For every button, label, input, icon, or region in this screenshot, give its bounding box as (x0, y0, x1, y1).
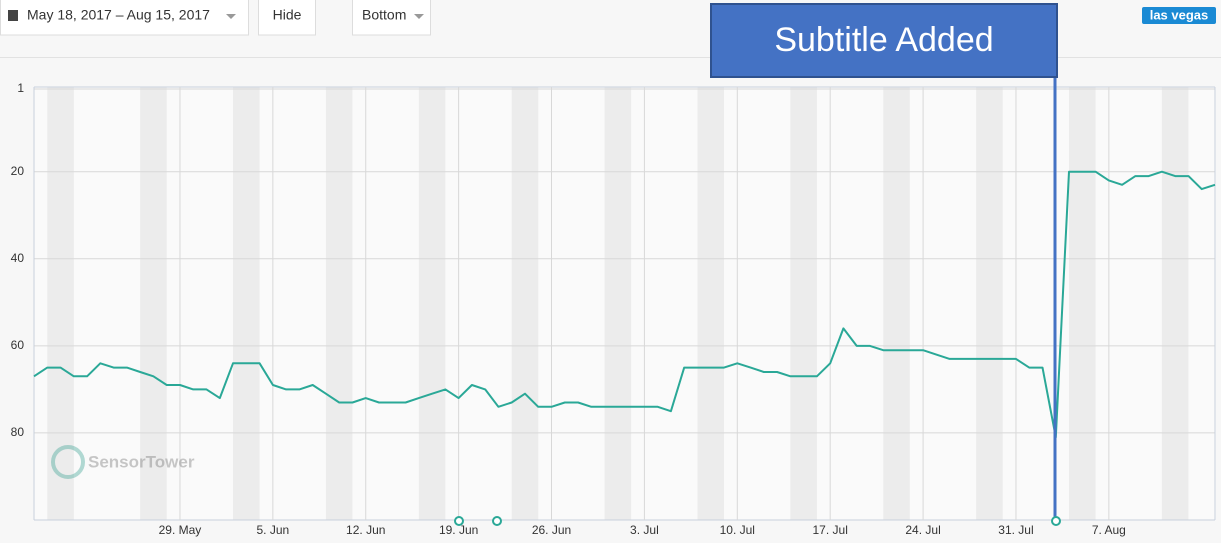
weekend-band (418, 87, 446, 520)
tag-label[interactable]: las vegas (1150, 7, 1209, 22)
caret (226, 14, 236, 19)
annotation: Subtitle Added (710, 3, 1058, 520)
tag-box[interactable] (1142, 7, 1216, 24)
annotation-box (710, 3, 1058, 78)
weekend-band (47, 87, 74, 520)
x-tick-label: 31. Jul (998, 523, 1033, 537)
x-tick-label: 12. Jun (346, 523, 385, 537)
weekend-band (140, 87, 167, 520)
weekend-band (325, 87, 353, 520)
hide-label[interactable]: Hide (273, 7, 302, 23)
x-tick-label: 29. May (159, 523, 202, 537)
weekend-band (976, 87, 1003, 520)
weekend-band (1161, 87, 1189, 520)
y-tick-label: 40 (11, 251, 25, 265)
y-tick-label: 80 (11, 425, 25, 439)
position-select[interactable]: Bottom (352, 0, 431, 36)
grid: 1 20 40 60 80 29. May 5. Jun 12. Jun 19. Jun 26. … (11, 81, 1216, 537)
x-tick-label: 19. Jun (439, 523, 478, 537)
y-tick-label: 1 (17, 81, 24, 95)
position-label[interactable]: Bottom (362, 7, 406, 23)
weekend-band (883, 87, 910, 520)
caret (414, 14, 424, 19)
date-picker-box[interactable] (0, 0, 249, 36)
x-tick-label: 26. Jun (532, 523, 571, 537)
series-line (33, 170, 1216, 439)
hide-button-box[interactable] (258, 0, 316, 36)
x-tick-label: 17. Jul (813, 523, 848, 537)
x-tick-label: 3. Jul (630, 523, 659, 537)
watermark-text: SensorTower (88, 452, 195, 471)
weekend-band (697, 87, 725, 520)
watermark: SensorTower (51, 445, 195, 479)
x-tick-label: 5. Jun (257, 523, 290, 537)
date-picker[interactable]: May 18, 2017 – Aug 15, 2017 (0, 0, 249, 36)
event-marker[interactable] (492, 516, 502, 526)
calendar-icon (8, 10, 18, 21)
tag[interactable]: las vegas (1142, 7, 1216, 24)
y-tick-label: 60 (11, 338, 25, 352)
weekend-bands (47, 87, 1189, 520)
annotation-text: Subtitle Added (774, 21, 993, 59)
plot (33, 170, 1216, 439)
weekend-band (1069, 87, 1096, 520)
event-marker[interactable] (1051, 516, 1061, 526)
x-tick-label: 24. Jul (905, 523, 940, 537)
x-tick-label: 10. Jul (720, 523, 755, 537)
weekend-band (790, 87, 817, 520)
y-tick-label: 20 (11, 164, 25, 178)
watermark-logo (51, 445, 85, 479)
weekend-band (604, 87, 632, 520)
event-markers[interactable] (454, 516, 1061, 526)
x-tick-label: 7. Aug (1092, 523, 1126, 537)
weekend-band (511, 87, 539, 520)
weekend-band (233, 87, 260, 520)
event-marker[interactable] (454, 516, 464, 526)
hide-button[interactable]: Hide (258, 0, 316, 36)
date-range[interactable]: May 18, 2017 – Aug 15, 2017 (27, 7, 210, 23)
